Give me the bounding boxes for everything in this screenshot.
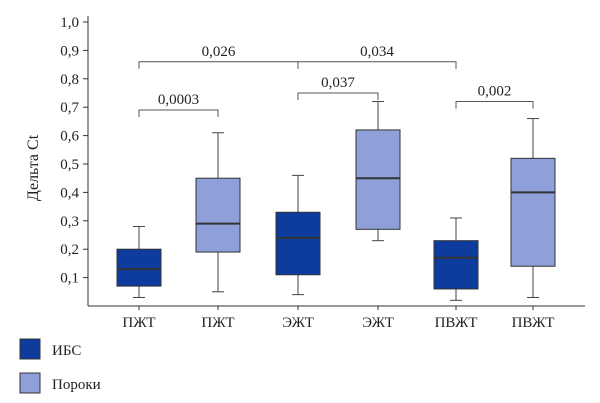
legend-label: Пороки [52, 377, 101, 393]
iqr-box [355, 129, 401, 230]
iqr-box [433, 240, 479, 290]
bracket-line [297, 61, 457, 69]
y-tick-label: 0,8 [60, 72, 79, 88]
iqr-box [116, 248, 162, 287]
significance-bracket: 0,002 [455, 84, 534, 109]
significance-bracket: 0,034 [297, 44, 457, 69]
y-tick-label: 0,5 [60, 157, 79, 173]
p-value-label: 0,0003 [158, 92, 199, 108]
p-value-label: 0,026 [202, 44, 236, 60]
legend-item: ИБС [19, 338, 81, 360]
y-tick-label: 0,6 [60, 129, 79, 145]
bracket-line [455, 101, 534, 109]
box-4 [355, 101, 401, 242]
box-2 [195, 132, 241, 293]
legend-label: ИБС [52, 343, 81, 359]
y-tick-label: 1,0 [60, 15, 79, 31]
x-category-label: ЭЖТ [282, 315, 314, 331]
x-category-label: ПВЖТ [512, 315, 555, 331]
p-value-label: 0,002 [478, 84, 512, 100]
significance-bracket: 0,0003 [138, 92, 219, 118]
box-6 [510, 118, 556, 298]
y-tick-label: 0,1 [60, 271, 79, 287]
legend-swatch [19, 372, 41, 394]
legend-item: Пороки [19, 372, 101, 394]
y-tick-label: 0,9 [60, 43, 79, 59]
legend-swatch [19, 338, 41, 360]
iqr-box [195, 177, 241, 253]
significance-bracket: 0,037 [297, 75, 379, 100]
p-value-label: 0,037 [321, 75, 355, 91]
iqr-box [510, 157, 556, 267]
x-category-label: ЭЖТ [362, 315, 394, 331]
y-tick-label: 0,4 [60, 185, 79, 201]
significance-bracket: 0,026 [138, 44, 299, 69]
x-category-label: ПВЖТ [435, 315, 478, 331]
p-value-label: 0,034 [360, 44, 394, 60]
y-tick-label: 0,3 [60, 214, 79, 230]
bracket-line [138, 109, 219, 118]
y-tick-label: 0,7 [60, 100, 79, 116]
x-category-label: ПЖТ [122, 315, 155, 331]
bracket-line [138, 61, 299, 69]
box-1 [116, 225, 162, 298]
x-category-label: ПЖТ [201, 315, 234, 331]
box-5 [433, 217, 479, 301]
box-3 [275, 174, 321, 296]
y-axis-title: Дельта Ct [25, 134, 42, 201]
y-tick-label: 0,2 [60, 242, 79, 258]
bracket-line [297, 92, 379, 100]
iqr-box [275, 211, 321, 276]
